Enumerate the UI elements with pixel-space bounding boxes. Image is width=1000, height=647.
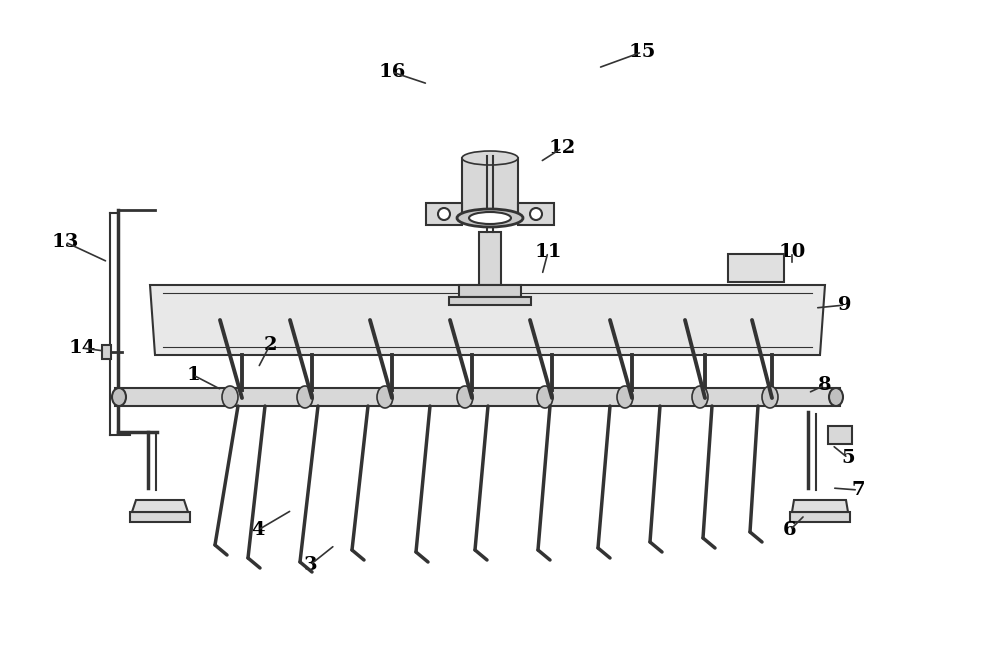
Ellipse shape — [457, 386, 473, 408]
Ellipse shape — [692, 386, 708, 408]
Polygon shape — [130, 512, 190, 522]
Bar — [102, 345, 111, 359]
Ellipse shape — [537, 386, 553, 408]
Ellipse shape — [762, 386, 778, 408]
Circle shape — [438, 208, 450, 220]
Polygon shape — [132, 500, 188, 512]
Ellipse shape — [469, 212, 511, 224]
Text: 10: 10 — [778, 243, 806, 261]
Bar — [115, 388, 840, 406]
Ellipse shape — [829, 388, 843, 406]
Text: 11: 11 — [534, 243, 562, 261]
Circle shape — [530, 208, 542, 220]
Bar — [518, 203, 554, 225]
Ellipse shape — [462, 151, 518, 165]
Text: 2: 2 — [263, 336, 277, 354]
Polygon shape — [792, 500, 848, 512]
Polygon shape — [790, 512, 850, 522]
Text: 1: 1 — [186, 366, 200, 384]
Text: 3: 3 — [303, 556, 317, 574]
Text: 5: 5 — [841, 449, 855, 467]
Text: 16: 16 — [378, 63, 406, 81]
Bar — [426, 203, 462, 225]
Ellipse shape — [112, 388, 126, 406]
Bar — [462, 158, 518, 218]
Text: 4: 4 — [251, 521, 265, 539]
Polygon shape — [150, 285, 825, 355]
Text: 12: 12 — [548, 139, 576, 157]
Text: 13: 13 — [51, 233, 79, 251]
Text: 9: 9 — [838, 296, 852, 314]
Ellipse shape — [377, 386, 393, 408]
Text: 14: 14 — [68, 339, 96, 357]
Text: 8: 8 — [818, 376, 832, 394]
Text: 15: 15 — [628, 43, 656, 61]
Ellipse shape — [457, 209, 523, 227]
Bar — [828, 426, 852, 444]
Bar — [479, 232, 501, 285]
Ellipse shape — [222, 386, 238, 408]
Bar — [459, 285, 521, 297]
Ellipse shape — [297, 386, 313, 408]
Bar — [449, 297, 531, 305]
Text: 6: 6 — [783, 521, 797, 539]
Bar — [728, 254, 784, 282]
Text: 7: 7 — [851, 481, 865, 499]
Ellipse shape — [617, 386, 633, 408]
